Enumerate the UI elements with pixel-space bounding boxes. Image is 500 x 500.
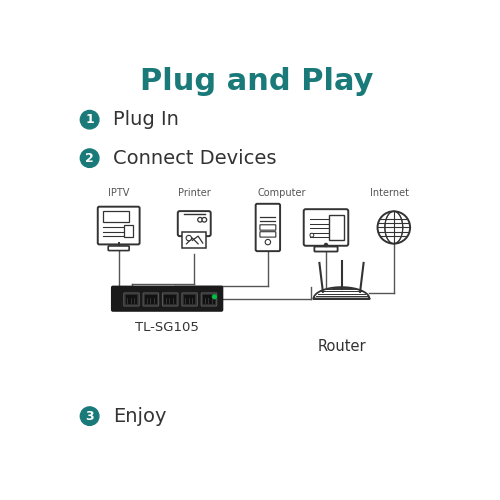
Text: IPTV: IPTV bbox=[108, 188, 130, 198]
FancyBboxPatch shape bbox=[314, 246, 338, 252]
Text: TL-SG105: TL-SG105 bbox=[135, 321, 199, 334]
FancyBboxPatch shape bbox=[304, 209, 348, 246]
Circle shape bbox=[80, 110, 99, 129]
FancyBboxPatch shape bbox=[182, 293, 198, 306]
FancyBboxPatch shape bbox=[182, 232, 206, 248]
Text: 1: 1 bbox=[85, 113, 94, 126]
FancyBboxPatch shape bbox=[126, 295, 138, 304]
FancyBboxPatch shape bbox=[143, 293, 158, 306]
FancyBboxPatch shape bbox=[103, 210, 129, 222]
Text: Router: Router bbox=[317, 340, 366, 354]
FancyBboxPatch shape bbox=[124, 225, 134, 237]
Circle shape bbox=[198, 218, 202, 222]
FancyBboxPatch shape bbox=[256, 204, 280, 251]
FancyBboxPatch shape bbox=[260, 225, 276, 230]
FancyBboxPatch shape bbox=[178, 211, 210, 236]
FancyBboxPatch shape bbox=[184, 295, 196, 304]
FancyBboxPatch shape bbox=[124, 293, 139, 306]
Circle shape bbox=[186, 236, 192, 241]
Circle shape bbox=[324, 244, 328, 246]
Text: Enjoy: Enjoy bbox=[113, 406, 166, 426]
Text: Internet: Internet bbox=[370, 188, 410, 198]
Text: Plug In: Plug In bbox=[113, 110, 179, 129]
Text: Connect Devices: Connect Devices bbox=[113, 148, 276, 168]
Polygon shape bbox=[314, 287, 370, 298]
FancyBboxPatch shape bbox=[203, 295, 215, 304]
Circle shape bbox=[310, 234, 314, 237]
Text: 3: 3 bbox=[86, 410, 94, 422]
FancyBboxPatch shape bbox=[162, 293, 178, 306]
Text: Plug and Play: Plug and Play bbox=[140, 66, 373, 96]
Circle shape bbox=[202, 218, 206, 222]
FancyBboxPatch shape bbox=[164, 295, 176, 304]
FancyBboxPatch shape bbox=[328, 214, 344, 240]
FancyBboxPatch shape bbox=[108, 246, 129, 250]
Circle shape bbox=[80, 407, 99, 426]
Circle shape bbox=[378, 212, 410, 244]
Circle shape bbox=[80, 149, 99, 168]
FancyBboxPatch shape bbox=[260, 232, 276, 237]
FancyBboxPatch shape bbox=[201, 293, 216, 306]
Text: Printer: Printer bbox=[178, 188, 210, 198]
Text: 2: 2 bbox=[85, 152, 94, 164]
Text: Computer: Computer bbox=[257, 188, 306, 198]
FancyBboxPatch shape bbox=[111, 286, 224, 312]
Circle shape bbox=[212, 295, 216, 298]
FancyBboxPatch shape bbox=[145, 295, 156, 304]
Circle shape bbox=[265, 240, 270, 245]
FancyBboxPatch shape bbox=[98, 206, 140, 244]
